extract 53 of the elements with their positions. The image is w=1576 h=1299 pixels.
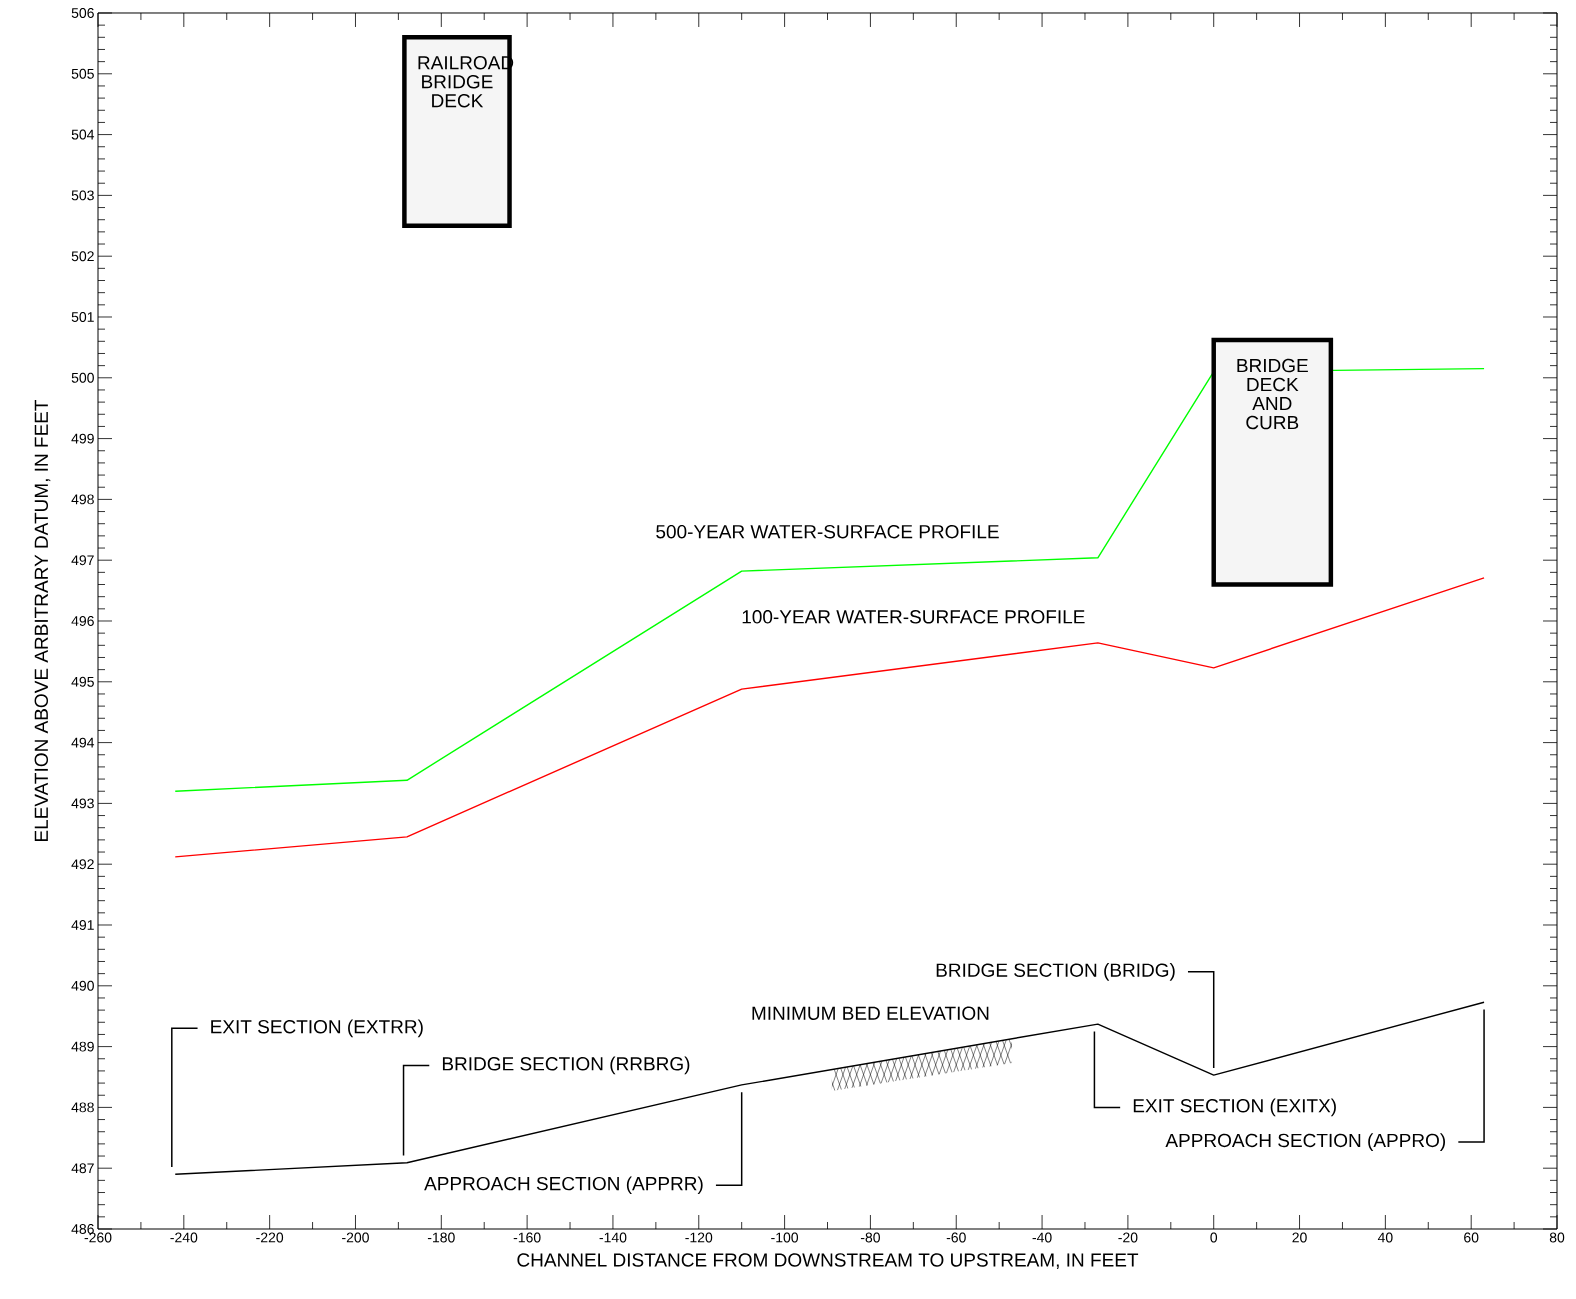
y-tick-label: 500 — [71, 372, 94, 383]
series-label: 500-YEAR WATER-SURFACE PROFILE — [656, 524, 999, 539]
x-tick-label: 20 — [1292, 1232, 1307, 1243]
x-tick-label: 40 — [1377, 1232, 1393, 1243]
annotation: BRIDGE SECTION (RRBRG) — [442, 1056, 690, 1075]
x-tick-label: -20 — [1118, 1232, 1138, 1243]
y-tick-label: 502 — [71, 251, 94, 262]
y-tick-label: 492 — [71, 859, 94, 870]
y-tick-label: 505 — [71, 68, 94, 79]
y-tick-label: 489 — [71, 1041, 94, 1052]
annotation: EXIT SECTION (EXITX) — [1133, 1098, 1336, 1117]
x-tick-label: -120 — [685, 1232, 713, 1243]
annotation: EXIT SECTION (EXTRR) — [211, 1019, 423, 1038]
annotation: APPROACH SECTION (APPRO) — [1165, 1133, 1446, 1151]
x-tick-label: -100 — [771, 1232, 799, 1243]
x-tick-label: -200 — [342, 1232, 369, 1243]
annotation: APPROACH SECTION (APPRR) — [424, 1176, 703, 1195]
y-tick-label: 506 — [71, 8, 94, 18]
y-tick-label: 486 — [71, 1224, 94, 1234]
y-tick-label: 488 — [71, 1102, 94, 1113]
x-tick-label: -80 — [860, 1232, 880, 1243]
x-tick-label: 0 — [1210, 1232, 1218, 1243]
x-tick-label: 80 — [1549, 1232, 1565, 1243]
y-axis-title: ELEVATION ABOVE ARBITRARY DATUM, IN FEET — [34, 399, 51, 841]
x-tick-label: -260 — [84, 1232, 112, 1243]
y-tick-label: 494 — [71, 737, 95, 748]
annotation: BRIDGE DECK AND CURB — [1237, 358, 1308, 430]
x-tick-label: -40 — [1032, 1232, 1052, 1243]
series-label: MINIMUM BED ELEVATION — [752, 1006, 989, 1020]
y-tick-label: 504 — [71, 129, 95, 140]
x-tick-label: -180 — [427, 1232, 455, 1243]
y-tick-label: 499 — [71, 433, 94, 444]
x-tick-label: -160 — [513, 1232, 541, 1243]
y-tick-label: 491 — [71, 920, 94, 930]
y-tick-label: 490 — [71, 980, 94, 991]
annotation: BRIDGE SECTION (BRIDG) — [936, 962, 1175, 981]
line-series — [174, 577, 1485, 858]
y-tick-label: 496 — [71, 616, 94, 626]
y-tick-label: 487 — [71, 1163, 94, 1174]
x-tick-label: -60 — [946, 1232, 966, 1243]
y-tick-label: 503 — [71, 190, 94, 201]
y-tick-label: 495 — [71, 676, 94, 687]
line-series — [174, 1001, 1485, 1175]
x-tick-label: -220 — [256, 1232, 284, 1243]
series-label: 100-YEAR WATER-SURFACE PROFILE — [742, 610, 1085, 624]
y-tick-label: 493 — [71, 798, 94, 809]
x-axis-title: CHANNEL DISTANCE FROM DOWNSTREAM TO UPSTREAM, IN FEET — [517, 1253, 1139, 1269]
y-tick-label: 498 — [71, 494, 94, 505]
y-tick-label: 501 — [71, 312, 94, 322]
y-tick-label: 497 — [71, 555, 94, 566]
x-tick-label: -240 — [170, 1232, 198, 1243]
x-tick-label: -140 — [599, 1232, 627, 1243]
x-tick-label: 60 — [1464, 1232, 1479, 1243]
